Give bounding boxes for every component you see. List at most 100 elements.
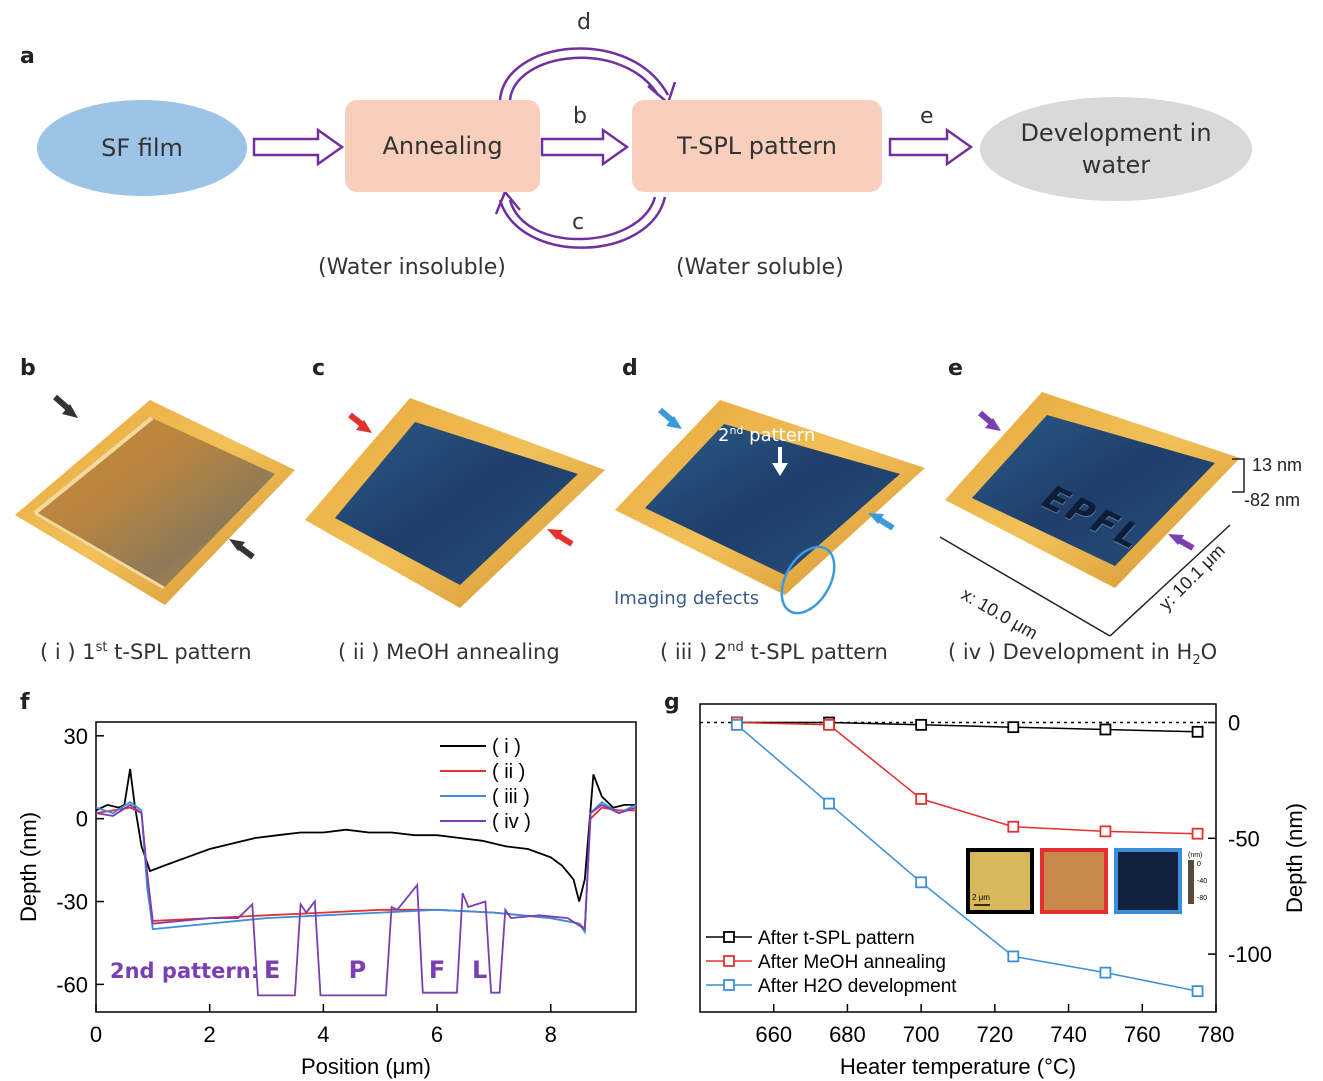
node-development: Development in water [980,97,1252,201]
x-tick-label-g: 700 [903,1022,940,1047]
series-line-f-1 [95,806,636,932]
afm-scale-axes [939,458,1245,637]
panel-label-d: d [622,356,638,381]
flow-arrows [252,47,974,249]
node-development-line2: water [1081,151,1151,179]
afm-arrows-iii [658,407,895,531]
series-marker-g-2 [1191,985,1204,998]
caption-ii: ( ii ) MeOH annealing [338,640,560,664]
node-sf-film-label: SF film [101,133,183,162]
flow-arrow-1 [252,127,345,167]
panel-label-c: c [312,356,326,381]
pattern-letter-f-3: L [472,956,487,984]
x-tick-label-g: 680 [829,1022,866,1047]
inset-colorbar-tick-g: 0 [1197,861,1201,868]
series-marker-g-1 [1191,827,1204,840]
inset-image-g-1 [1040,848,1108,914]
pattern-letter-f-1: P [349,956,367,984]
legend-label-f-0: ( i ) [492,736,521,758]
inset-colorbar-unit-g: (nm) [1188,852,1202,859]
series-marker-g-1 [1007,820,1020,833]
x-tick-label-g: 780 [1198,1022,1235,1047]
imaging-defects-ring [780,545,836,615]
y-tick-label-g: -50 [1228,826,1260,851]
afm-image-ii [305,398,605,608]
legend-swatch-marker-g-0 [723,931,735,943]
second-pattern-arrow [772,447,788,476]
series-marker-g-0 [1099,723,1112,736]
y-axis-label-f: Depth (nm) [16,812,41,922]
afm-arrows-i [53,394,255,560]
panel-label-b: b [20,356,36,381]
inset-colorbar-g [1188,860,1194,904]
edge-label-b: b [573,104,587,129]
x-tick-label-g: 660 [755,1022,792,1047]
y-axis-label-g: Depth (nm) [1282,803,1307,913]
panel-label-f: f [20,690,30,715]
x-tick-label-f: 8 [545,1022,557,1047]
legend-swatch-marker-g-2 [723,979,735,991]
node-tspl-label: T-SPL pattern [676,131,837,160]
caption-iv: ( iv ) Development in H2O [948,640,1218,669]
second-pattern-annotation: 2nd pattern [718,424,816,446]
flow-arrow-e [888,127,974,167]
node-annealing-label: Annealing [382,131,503,160]
edge-label-e: e [920,104,934,129]
note-water-soluble: (Water soluble) [676,255,844,280]
edge-label-d: d [577,10,591,35]
afm-image-iv [945,392,1240,588]
x-tick-label-f: 0 [90,1022,102,1047]
afm-images [15,392,1245,637]
series-marker-g-2 [823,797,835,810]
series-marker-g-1 [915,793,928,805]
afm-arrows-ii [348,412,574,547]
panel-label-g: g [664,690,680,715]
legend-label-f-2: ( iii ) [492,786,530,808]
x-tick-label-f: 4 [317,1022,329,1047]
series-marker-g-2 [1007,950,1020,963]
flow-arrow-b [540,127,630,167]
panel-label-e: e [948,356,963,381]
pattern-annotation-f: 2nd pattern: [110,959,259,983]
imaging-defects-label: Imaging defects [614,588,760,609]
afm-arrows-iv [978,410,1195,551]
legend-label-f-1: ( ii ) [492,761,525,783]
x-tick-label-g: 720 [976,1022,1013,1047]
series-marker-g-1 [823,718,835,731]
y-tick-label-f: 0 [76,807,88,832]
series-marker-g-2 [730,718,743,731]
y-tick-label-g: 0 [1228,711,1240,736]
series-marker-g-0 [915,718,928,731]
series-marker-g-0 [730,716,743,729]
series-line-g-1 [736,721,1198,835]
note-water-insoluble: (Water insoluble) [318,255,506,280]
legend-label-g-0: After t-SPL pattern [758,928,915,949]
inset-image-g-0 [966,848,1034,914]
node-tspl-pattern: T-SPL pattern [632,100,882,192]
y-tick-label-f: -60 [56,972,88,997]
inset-colorbar-tick-g: -40 [1197,878,1207,885]
series-marker-g-0 [1007,721,1020,734]
node-annealing: Annealing [345,100,540,192]
inset-image-g-2 [1114,848,1182,914]
caption-i: ( i ) 1st t-SPL pattern [40,640,252,664]
series-marker-g-2 [915,876,928,889]
x-tick-label-f: 2 [204,1022,216,1047]
series-marker-g-0 [823,716,835,729]
legend-label-f-3: ( iv ) [492,811,531,833]
inset-scalebar-label-g: 2 μm [972,893,990,902]
pattern-letter-f-2: F [429,956,445,984]
flow-arrow-c [508,196,657,241]
node-development-line1: Development in [1020,118,1212,147]
pattern-letter-f-0: E [264,956,280,984]
afm-image-i [15,400,295,605]
series-marker-g-1 [1099,825,1112,838]
afm-image-iii [615,400,925,595]
x-tick-label-g: 740 [1050,1022,1087,1047]
x-axis-label-f: Position (μm) [301,1054,431,1079]
series-line-f-0 [95,768,636,902]
y-tick-label-g: -100 [1228,942,1272,967]
series-line-f-2 [95,800,637,935]
edge-label-c: c [572,210,585,235]
